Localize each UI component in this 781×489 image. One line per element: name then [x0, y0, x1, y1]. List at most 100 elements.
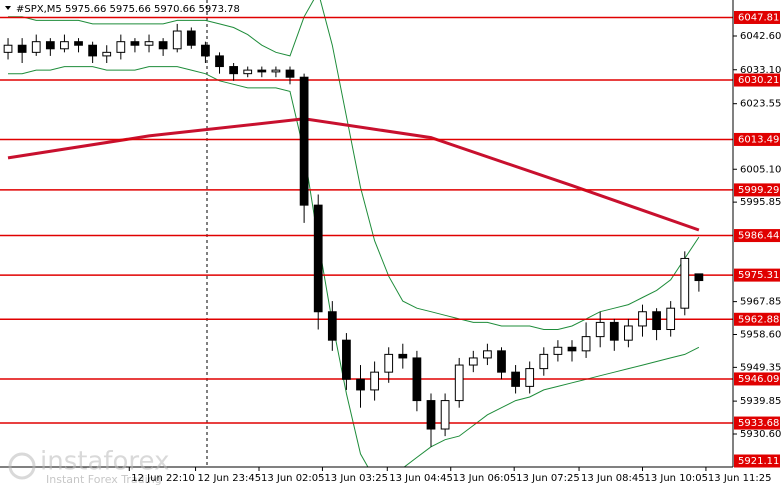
candle-body: [327, 311, 337, 341]
candle-body: [229, 66, 238, 75]
candle-body: [567, 346, 577, 352]
candle-body: [440, 400, 450, 430]
x-tick-label: 13 Jun 04:45: [389, 473, 453, 484]
candle-body: [412, 357, 422, 402]
y-tick-label: 5995.85: [740, 197, 781, 208]
level-label-bg: [734, 416, 780, 430]
level-label-bg: [734, 183, 780, 197]
candle-body: [398, 353, 408, 359]
candle-body: [158, 41, 168, 50]
candle-body: [539, 353, 549, 370]
candle-body: [60, 41, 69, 50]
x-tick-label: 13 Jun 02:05: [261, 473, 325, 484]
y-tick-label: 5939.85: [740, 396, 781, 407]
candle-body: [595, 321, 605, 338]
x-tick-label: 13 Jun 10:05: [644, 473, 708, 484]
level-label-bg: [734, 268, 780, 282]
watermark: instaforex Instant Forex Trading: [8, 447, 169, 486]
candle-body: [638, 311, 647, 327]
candle-body: [525, 368, 535, 387]
candle-body: [215, 55, 224, 68]
level-label-bg: [734, 372, 780, 386]
candle-body: [102, 51, 112, 57]
level-label: 5962.88: [738, 314, 779, 325]
candle-body: [299, 76, 309, 206]
candle-body: [201, 44, 210, 57]
candle-body: [3, 44, 13, 53]
candle-body: [624, 325, 633, 341]
band-line: [8, 0, 700, 330]
candle-body: [313, 204, 323, 313]
x-tick-label: 13 Jun 03:25: [324, 473, 388, 484]
level-label-bg: [734, 132, 780, 146]
x-tick-label: 12 Jun 22:10: [131, 473, 195, 484]
x-tick-label: 13 Jun 06:05: [453, 473, 517, 484]
level-label-bg: [734, 312, 780, 326]
menu-triangle: [5, 6, 11, 10]
tagline: Instant Forex Trading: [46, 473, 162, 486]
plot-area: [0, 0, 733, 467]
candle-body: [511, 371, 520, 387]
candle-body: [31, 41, 41, 53]
x-tick-label: 13 Jun 07:25: [516, 473, 580, 484]
y-tick-label: 6005.10: [740, 164, 781, 175]
y-tick-label: 6023.55: [740, 99, 781, 110]
level-label-bg: [734, 10, 780, 24]
candle-body: [285, 69, 295, 78]
y-tick-label: 6042.60: [740, 31, 781, 42]
candle-body: [74, 41, 83, 46]
candle-body: [172, 30, 182, 50]
level-label: 5986.44: [738, 231, 779, 242]
y-tick-label: 5930.60: [740, 429, 781, 440]
candle-body: [426, 400, 436, 430]
brand: instaforex: [40, 447, 169, 477]
level-label: 5921.11: [738, 456, 779, 467]
candle-body: [581, 336, 591, 352]
candle-body: [88, 44, 98, 57]
candle-body: [680, 257, 690, 309]
level-label-bg: [734, 73, 780, 87]
x-tick-label: 12 Jun 23:45: [198, 473, 262, 484]
level-label: 6030.21: [738, 75, 779, 86]
y-tick-label: 5949.35: [740, 362, 781, 373]
candle-body: [45, 41, 55, 50]
y-tick-label: 5967.85: [740, 297, 781, 308]
chart-title: #SPX,M5 5975.66 5975.66 5970.66 5973.78: [16, 4, 240, 15]
candle-body: [652, 311, 661, 331]
candle-body: [609, 321, 619, 341]
candle-body: [454, 364, 464, 402]
candle-body: [384, 353, 394, 373]
candle-body: [553, 346, 563, 355]
candle-body: [497, 350, 506, 373]
candle-body: [356, 378, 365, 391]
candle-body: [17, 44, 27, 53]
level-label: 5975.31: [738, 270, 779, 281]
candle-body: [116, 41, 126, 53]
level-label: 6047.81: [738, 12, 779, 23]
logo-icon: [8, 452, 36, 480]
candle-body: [694, 273, 704, 282]
candle-body: [483, 350, 492, 359]
candle-body: [468, 357, 478, 366]
candle-body: [130, 41, 140, 46]
candle-body: [342, 339, 351, 380]
candle-body: [370, 371, 379, 391]
level-label-bg: [734, 454, 780, 468]
candle-body: [257, 69, 267, 73]
level-label: 5933.68: [738, 418, 779, 429]
x-tick-label: 13 Jun 08:45: [581, 473, 645, 484]
candle-body: [666, 307, 676, 331]
level-label-bg: [734, 229, 780, 243]
y-tick-label: 5958.60: [740, 329, 781, 340]
candle-body: [186, 30, 196, 46]
candle-body: [271, 69, 281, 73]
candle-body: [243, 69, 253, 75]
x-tick-label: 13 Jun 11:25: [708, 473, 772, 484]
level-label: 5999.29: [738, 185, 779, 196]
level-label: 6013.49: [738, 134, 779, 145]
candle-body: [144, 41, 154, 46]
level-label: 5946.09: [738, 374, 779, 385]
